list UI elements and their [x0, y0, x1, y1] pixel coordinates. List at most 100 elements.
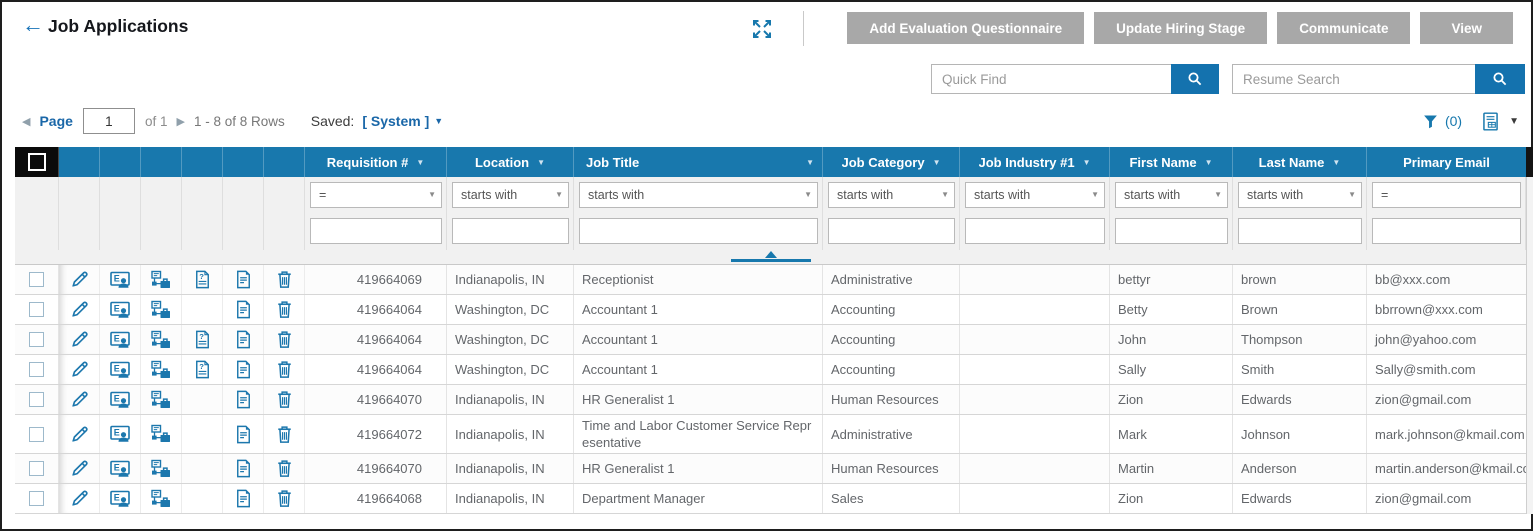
pencil-icon[interactable]: [68, 487, 91, 510]
hiring-workflow-icon[interactable]: [149, 422, 173, 446]
sort-caret-icon[interactable]: ▼: [537, 157, 546, 167]
previous-page-icon[interactable]: ◀: [22, 115, 31, 128]
filter-value-input[interactable]: [1372, 218, 1521, 244]
evaluation-screen-icon[interactable]: E: [108, 328, 132, 352]
scrollbar-track[interactable]: [1526, 177, 1533, 514]
row-checkbox[interactable]: [29, 461, 44, 476]
document-icon[interactable]: [232, 328, 255, 351]
column-header-job-industry-1[interactable]: Job Industry #1 ▼: [960, 147, 1110, 177]
export-report-icon[interactable]: [1480, 111, 1501, 132]
hiring-workflow-icon[interactable]: [149, 487, 173, 511]
row-checkbox[interactable]: [29, 362, 44, 377]
sort-caret-icon[interactable]: ▼: [416, 157, 425, 167]
resume-search-input[interactable]: [1232, 64, 1475, 94]
evaluation-screen-icon[interactable]: E: [108, 388, 132, 412]
filter-operator-select[interactable]: =▼: [1372, 182, 1521, 208]
pencil-icon[interactable]: [68, 298, 91, 321]
row-checkbox[interactable]: [29, 302, 44, 317]
trash-icon[interactable]: [273, 487, 296, 510]
add-evaluation-questionnaire-button[interactable]: Add Evaluation Questionnaire: [847, 12, 1085, 44]
hiring-workflow-icon[interactable]: [149, 268, 173, 292]
column-header-primary-email[interactable]: Primary Email: [1367, 147, 1526, 177]
sort-caret-icon[interactable]: ▼: [932, 157, 941, 167]
column-header-location[interactable]: Location ▼: [447, 147, 574, 177]
hiring-workflow-icon[interactable]: [149, 358, 173, 382]
collapse-filters-icon[interactable]: [730, 251, 811, 262]
next-page-icon[interactable]: ▶: [176, 115, 185, 128]
filter-operator-select[interactable]: starts with ▼: [579, 182, 818, 208]
filter-operator-select[interactable]: starts with ▼: [828, 182, 955, 208]
resume-search-button[interactable]: [1475, 64, 1525, 94]
evaluation-screen-icon[interactable]: E: [108, 422, 132, 446]
evaluation-screen-icon[interactable]: E: [108, 487, 132, 511]
chevron-down-icon[interactable]: ▼: [434, 116, 444, 126]
page-number-input[interactable]: [82, 108, 135, 134]
pencil-icon[interactable]: [68, 423, 91, 446]
vertical-scrollbar[interactable]: [1526, 147, 1533, 514]
saved-view-select[interactable]: [ System ]: [362, 113, 430, 129]
sort-caret-icon[interactable]: ▼: [1332, 157, 1341, 167]
row-checkbox[interactable]: [29, 332, 44, 347]
document-icon[interactable]: [232, 268, 255, 291]
trash-icon[interactable]: [273, 358, 296, 381]
document-icon[interactable]: [232, 423, 255, 446]
hiring-workflow-icon[interactable]: [149, 388, 173, 412]
column-header-job-title[interactable]: Job Title ▼: [574, 147, 823, 177]
document-icon[interactable]: [232, 457, 255, 480]
row-checkbox[interactable]: [29, 426, 44, 442]
sort-caret-icon[interactable]: ▼: [1082, 157, 1091, 167]
row-checkbox[interactable]: [29, 392, 44, 407]
pencil-icon[interactable]: [68, 457, 91, 480]
filter-funnel-icon[interactable]: [1422, 113, 1439, 130]
trash-icon[interactable]: [273, 298, 296, 321]
quick-find-input[interactable]: [931, 64, 1171, 94]
evaluation-screen-icon[interactable]: E: [108, 358, 132, 382]
document-icon[interactable]: [232, 487, 255, 510]
evaluation-screen-icon[interactable]: E: [108, 298, 132, 322]
trash-icon[interactable]: [273, 268, 296, 291]
column-header-requisition[interactable]: Requisition # ▼: [305, 147, 447, 177]
filter-value-input[interactable]: [828, 218, 955, 244]
document-icon[interactable]: [232, 388, 255, 411]
questionnaire-document-icon[interactable]: ?: [191, 358, 214, 381]
evaluation-screen-icon[interactable]: E: [108, 268, 132, 292]
document-icon[interactable]: [232, 298, 255, 321]
filter-operator-select[interactable]: starts with ▼: [1115, 182, 1228, 208]
row-checkbox[interactable]: [29, 491, 44, 506]
evaluation-screen-icon[interactable]: E: [108, 457, 132, 481]
column-header-job-category[interactable]: Job Category ▼: [823, 147, 960, 177]
filter-operator-select[interactable]: starts with ▼: [965, 182, 1105, 208]
pencil-icon[interactable]: [68, 328, 91, 351]
column-header-last-name[interactable]: Last Name ▼: [1233, 147, 1367, 177]
expand-icon[interactable]: [750, 17, 774, 41]
hiring-workflow-icon[interactable]: [149, 457, 173, 481]
hiring-workflow-icon[interactable]: [149, 328, 173, 352]
trash-icon[interactable]: [273, 457, 296, 480]
pencil-icon[interactable]: [68, 268, 91, 291]
chevron-down-icon[interactable]: ▼: [1509, 115, 1519, 127]
hiring-workflow-icon[interactable]: [149, 298, 173, 322]
update-hiring-stage-button[interactable]: Update Hiring Stage: [1094, 12, 1268, 44]
filter-value-input[interactable]: [1238, 218, 1362, 244]
questionnaire-document-icon[interactable]: ?: [191, 328, 214, 351]
filter-operator-select[interactable]: starts with ▼: [452, 182, 569, 208]
filter-value-input[interactable]: [965, 218, 1105, 244]
column-header-first-name[interactable]: First Name ▼: [1110, 147, 1233, 177]
document-icon[interactable]: [232, 358, 255, 381]
sort-caret-icon[interactable]: ▼: [1204, 157, 1213, 167]
row-checkbox[interactable]: [29, 272, 44, 287]
pencil-icon[interactable]: [68, 358, 91, 381]
filter-operator-select[interactable]: =▼: [310, 182, 442, 208]
select-all-checkbox[interactable]: [27, 153, 46, 171]
trash-icon[interactable]: [273, 423, 296, 446]
questionnaire-document-icon[interactable]: ?: [191, 268, 214, 291]
trash-icon[interactable]: [273, 328, 296, 351]
quick-find-search-button[interactable]: [1171, 64, 1219, 94]
view-button[interactable]: View: [1420, 12, 1513, 44]
filter-operator-select[interactable]: starts with ▼: [1238, 182, 1362, 208]
filter-value-input[interactable]: [579, 218, 818, 244]
filter-value-input[interactable]: [452, 218, 569, 244]
sort-caret-icon[interactable]: ▼: [806, 157, 814, 167]
trash-icon[interactable]: [273, 388, 296, 411]
back-arrow-icon[interactable]: ←: [22, 12, 44, 37]
